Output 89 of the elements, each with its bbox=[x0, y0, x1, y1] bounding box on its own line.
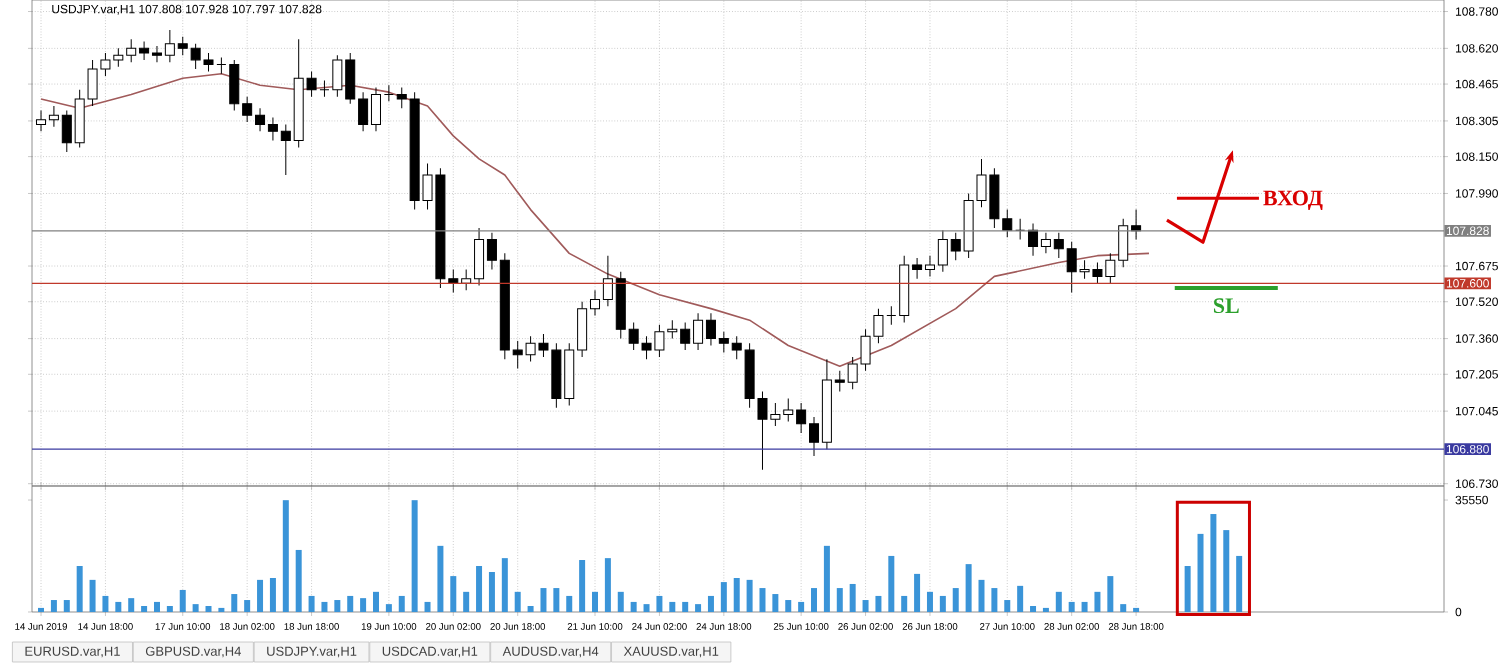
bar bbox=[604, 558, 611, 612]
bar bbox=[1223, 530, 1230, 612]
bar bbox=[527, 606, 534, 612]
bar bbox=[965, 564, 972, 612]
bar bbox=[914, 573, 921, 612]
bar bbox=[1120, 604, 1127, 612]
bar bbox=[939, 595, 946, 612]
bar bbox=[991, 588, 998, 612]
bar bbox=[463, 591, 470, 612]
bar bbox=[50, 600, 57, 612]
bar bbox=[617, 591, 624, 612]
bar bbox=[1081, 601, 1088, 612]
bar bbox=[257, 579, 264, 612]
bar bbox=[785, 600, 792, 612]
bar bbox=[707, 595, 714, 612]
bar bbox=[875, 595, 882, 612]
bar bbox=[978, 579, 985, 612]
bar bbox=[630, 601, 637, 612]
bar bbox=[566, 595, 573, 612]
bar bbox=[115, 601, 122, 612]
bar bbox=[360, 598, 367, 612]
bar bbox=[437, 545, 444, 612]
bar bbox=[862, 600, 869, 612]
bar bbox=[836, 588, 843, 612]
bar bbox=[1004, 600, 1011, 612]
bar bbox=[385, 604, 392, 612]
bar bbox=[720, 582, 727, 612]
bar bbox=[76, 566, 83, 612]
bar bbox=[553, 588, 560, 612]
bar bbox=[424, 601, 431, 612]
bar bbox=[102, 595, 109, 612]
bar bbox=[63, 600, 70, 612]
bar bbox=[1055, 591, 1062, 612]
bar bbox=[1094, 591, 1101, 612]
bar bbox=[321, 601, 328, 612]
bar bbox=[205, 606, 212, 612]
bar bbox=[514, 591, 521, 612]
bar bbox=[1068, 601, 1075, 612]
bar bbox=[501, 558, 508, 612]
bar bbox=[231, 594, 238, 612]
bar bbox=[888, 555, 895, 612]
bar bbox=[1197, 533, 1204, 612]
bar bbox=[269, 577, 276, 612]
bar bbox=[488, 572, 495, 612]
bar bbox=[295, 549, 302, 612]
bar bbox=[153, 601, 160, 612]
bar bbox=[398, 595, 405, 612]
bar bbox=[1107, 576, 1114, 612]
bar bbox=[1184, 566, 1191, 612]
bar bbox=[192, 604, 199, 612]
bar bbox=[450, 576, 457, 612]
bar bbox=[849, 583, 856, 612]
bar bbox=[926, 591, 933, 612]
bar bbox=[1236, 555, 1243, 612]
bar bbox=[334, 600, 341, 612]
bar bbox=[540, 588, 547, 612]
bar bbox=[347, 595, 354, 612]
bar bbox=[759, 588, 766, 612]
bar bbox=[823, 545, 830, 612]
bar bbox=[733, 577, 740, 612]
bar bbox=[244, 600, 251, 612]
bar bbox=[308, 595, 315, 612]
annotation: ВХОД bbox=[1263, 190, 1323, 210]
bar bbox=[166, 606, 173, 612]
bar bbox=[746, 579, 753, 612]
bar bbox=[1017, 585, 1024, 612]
bar bbox=[669, 601, 676, 612]
bar bbox=[282, 500, 289, 612]
bar bbox=[952, 588, 959, 612]
bar bbox=[141, 606, 148, 612]
bar bbox=[592, 591, 599, 612]
bar bbox=[372, 591, 379, 612]
bar bbox=[901, 595, 908, 612]
bar bbox=[411, 500, 418, 612]
bar bbox=[579, 560, 586, 612]
bar bbox=[89, 579, 96, 612]
bar bbox=[1210, 514, 1217, 612]
bar bbox=[1030, 606, 1037, 612]
bar bbox=[798, 601, 805, 612]
bar bbox=[656, 595, 663, 612]
bar bbox=[695, 604, 702, 612]
bar bbox=[682, 601, 689, 612]
bar bbox=[179, 589, 186, 612]
series-label: SL bbox=[1213, 298, 1239, 314]
bar bbox=[811, 588, 818, 612]
bar bbox=[772, 594, 779, 612]
bar bbox=[476, 566, 483, 612]
bar bbox=[128, 598, 135, 612]
bar bbox=[643, 604, 650, 612]
